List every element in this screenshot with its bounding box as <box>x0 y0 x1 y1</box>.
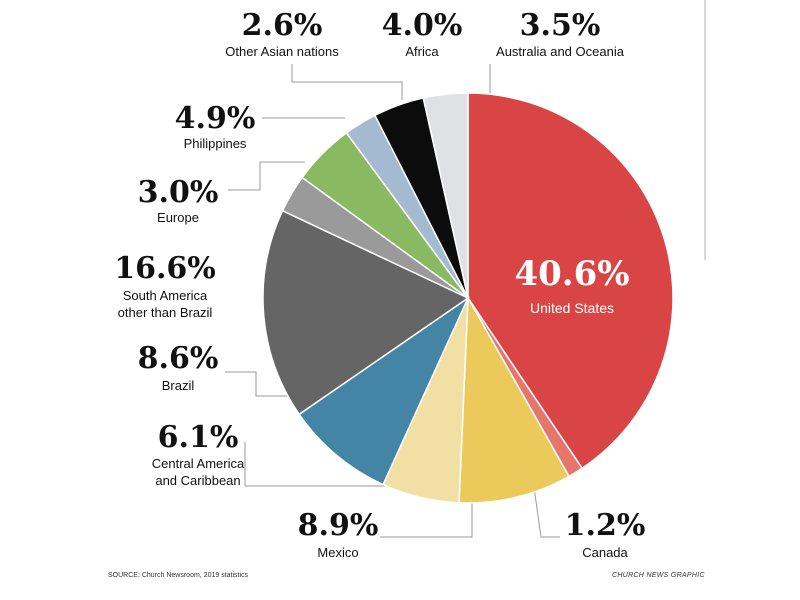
source-note: SOURCE: Church Newsroom, 2019 statistics <box>108 572 249 579</box>
graphic-credit: CHURCH NEWS GRAPHIC <box>612 572 705 579</box>
percent-label-united-states: 40.6% <box>514 254 629 294</box>
leader-line-central-america-and-caribbean <box>244 442 385 487</box>
leader-line-other-asian-nations <box>291 64 403 100</box>
category-label-brazil: Brazil <box>162 378 195 393</box>
category-label-australia-and-oceania: Australia and Oceania <box>496 44 625 59</box>
pie-slice-south-america-other-than-brazil <box>262 209 470 416</box>
percent-label-brazil: 8.6% <box>138 341 219 376</box>
divider-line <box>704 0 706 260</box>
percent-label-philippines: 4.9% <box>175 101 256 136</box>
category-label-philippines: Philippines <box>184 136 247 151</box>
category-label-europe: Europe <box>157 210 199 225</box>
category-label-mexico: Mexico <box>317 545 358 560</box>
leader-line-mexico <box>380 497 473 538</box>
category-label-central-america-and-caribbean: and Caribbean <box>155 473 240 488</box>
leader-line-brazil <box>225 371 292 397</box>
leader-line-canada <box>532 479 560 538</box>
pie-slice-australia-and-oceania <box>422 92 469 299</box>
percent-label-mexico: 8.9% <box>298 508 379 543</box>
pie-slice-united-states <box>467 92 674 470</box>
percent-label-africa: 4.0% <box>382 8 463 43</box>
category-label-south-america-other-than-brazil: South America <box>123 288 208 303</box>
category-label-united-states: United States <box>530 300 614 316</box>
percent-label-other-asian-nations: 2.6% <box>242 8 323 43</box>
leader-line-europe <box>228 161 305 191</box>
category-label-other-asian-nations: Other Asian nations <box>225 44 339 59</box>
percent-label-australia-and-oceania: 3.5% <box>520 8 601 43</box>
percent-label-europe: 3.0% <box>138 175 219 210</box>
category-label-central-america-and-caribbean: Central America <box>152 456 245 471</box>
category-label-south-america-other-than-brazil: other than Brazil <box>118 305 213 320</box>
percent-label-south-america-other-than-brazil: 16.6% <box>114 251 216 286</box>
category-label-canada: Canada <box>582 545 628 560</box>
percent-label-central-america-and-caribbean: 6.1% <box>158 420 239 455</box>
pie-slice-mexico <box>458 295 571 504</box>
category-label-africa: Africa <box>405 44 439 59</box>
percent-label-canada: 1.2% <box>565 508 646 543</box>
pie-slice-brazil <box>298 295 470 486</box>
